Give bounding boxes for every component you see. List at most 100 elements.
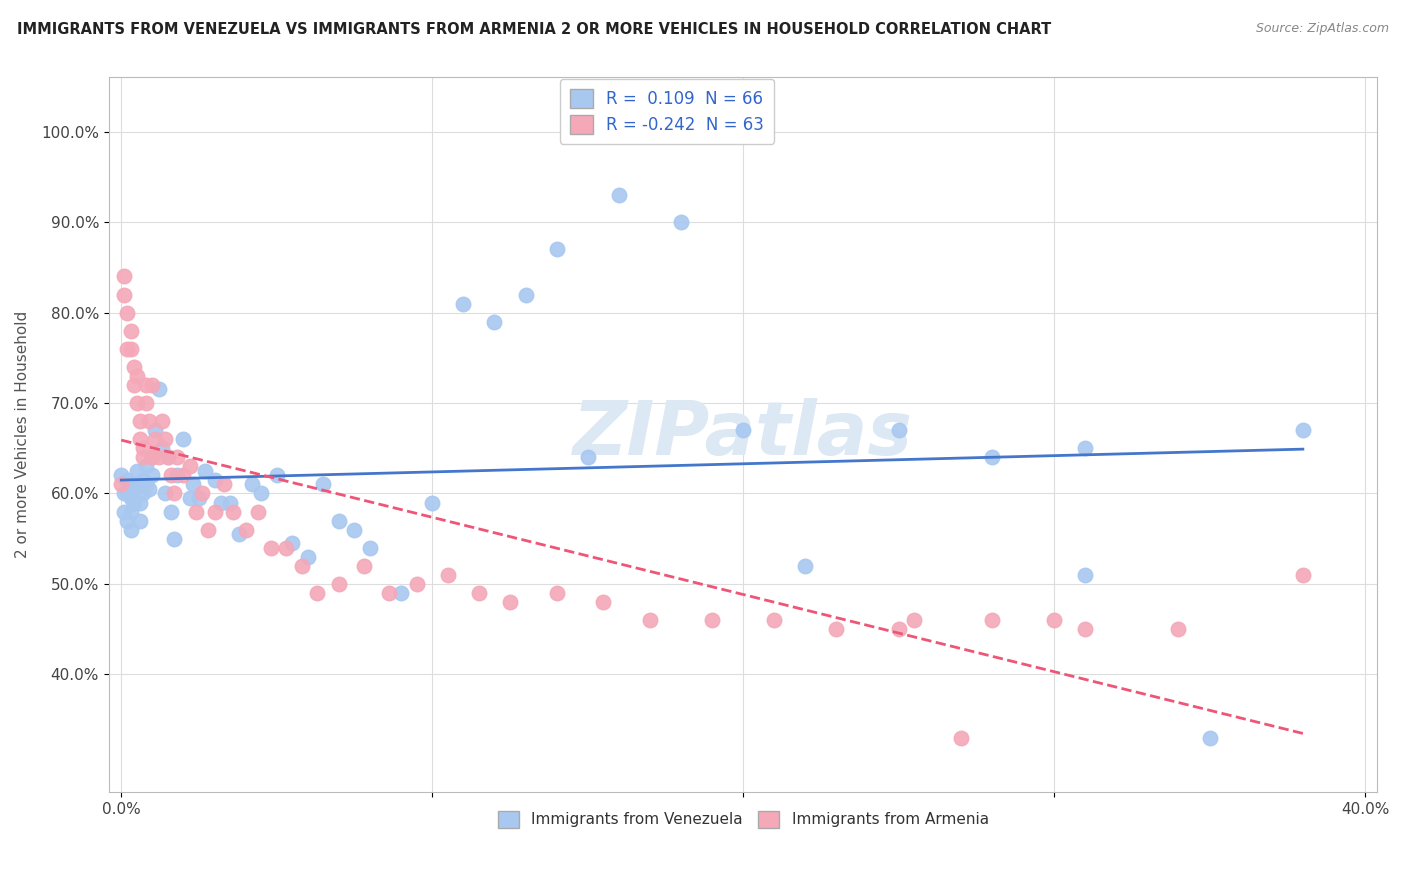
Point <box>160 505 183 519</box>
Point <box>135 477 157 491</box>
Point <box>132 473 155 487</box>
Point <box>166 450 188 465</box>
Point <box>163 532 186 546</box>
Point <box>153 432 176 446</box>
Point <box>328 577 350 591</box>
Point <box>259 541 281 555</box>
Point <box>112 269 135 284</box>
Point <box>148 383 170 397</box>
Point <box>291 558 314 573</box>
Point <box>132 450 155 465</box>
Point <box>117 514 139 528</box>
Point <box>112 505 135 519</box>
Y-axis label: 2 or more Vehicles in Household: 2 or more Vehicles in Household <box>15 311 30 558</box>
Point <box>281 536 304 550</box>
Point <box>328 514 350 528</box>
Point <box>903 613 925 627</box>
Point <box>515 287 537 301</box>
Point <box>484 315 506 329</box>
Point <box>235 523 257 537</box>
Point <box>141 450 163 465</box>
Point <box>420 495 443 509</box>
Point <box>120 505 142 519</box>
Point <box>887 622 910 636</box>
Point <box>141 450 163 465</box>
Point <box>148 450 170 465</box>
Point <box>1074 567 1097 582</box>
Point <box>405 577 427 591</box>
Point <box>179 459 201 474</box>
Point <box>122 495 145 509</box>
Point <box>117 473 139 487</box>
Point <box>184 505 207 519</box>
Point <box>204 505 226 519</box>
Point <box>1043 613 1066 627</box>
Point <box>359 541 381 555</box>
Point <box>120 324 142 338</box>
Point <box>191 486 214 500</box>
Point <box>125 477 148 491</box>
Point <box>120 523 142 537</box>
Point <box>153 486 176 500</box>
Point <box>112 287 135 301</box>
Point <box>980 450 1002 465</box>
Point <box>1292 567 1315 582</box>
Point <box>499 595 522 609</box>
Point <box>312 477 335 491</box>
Point <box>274 541 297 555</box>
Point <box>132 442 155 456</box>
Point <box>117 486 139 500</box>
Point <box>949 731 972 745</box>
Point <box>129 414 152 428</box>
Point <box>125 396 148 410</box>
Point <box>638 613 661 627</box>
Point <box>794 558 817 573</box>
Point <box>132 486 155 500</box>
Point <box>122 378 145 392</box>
Point <box>117 342 139 356</box>
Point <box>125 368 148 383</box>
Point <box>389 586 412 600</box>
Point <box>125 464 148 478</box>
Point <box>436 567 458 582</box>
Point <box>887 423 910 437</box>
Point <box>1074 622 1097 636</box>
Point <box>247 505 270 519</box>
Point <box>546 586 568 600</box>
Point <box>250 486 273 500</box>
Point <box>222 505 245 519</box>
Point <box>129 495 152 509</box>
Point <box>546 242 568 256</box>
Point <box>763 613 786 627</box>
Point <box>138 414 160 428</box>
Point <box>117 305 139 319</box>
Text: IMMIGRANTS FROM VENEZUELA VS IMMIGRANTS FROM ARMENIA 2 OR MORE VEHICLES IN HOUSE: IMMIGRANTS FROM VENEZUELA VS IMMIGRANTS … <box>17 22 1052 37</box>
Point <box>1292 423 1315 437</box>
Point <box>150 442 173 456</box>
Point <box>1167 622 1189 636</box>
Point <box>468 586 491 600</box>
Point <box>122 359 145 374</box>
Point <box>669 215 692 229</box>
Point <box>377 586 399 600</box>
Point <box>188 491 211 505</box>
Point <box>135 396 157 410</box>
Point <box>179 491 201 505</box>
Point <box>112 486 135 500</box>
Point <box>576 450 599 465</box>
Point <box>141 468 163 483</box>
Point <box>228 527 250 541</box>
Point <box>110 468 132 483</box>
Point <box>120 477 142 491</box>
Point <box>145 423 167 437</box>
Point <box>110 477 132 491</box>
Point <box>120 342 142 356</box>
Point <box>163 486 186 500</box>
Point <box>138 482 160 496</box>
Point <box>160 468 183 483</box>
Point <box>135 378 157 392</box>
Point <box>453 296 475 310</box>
Point <box>607 188 630 202</box>
Point <box>733 423 755 437</box>
Point <box>135 459 157 474</box>
